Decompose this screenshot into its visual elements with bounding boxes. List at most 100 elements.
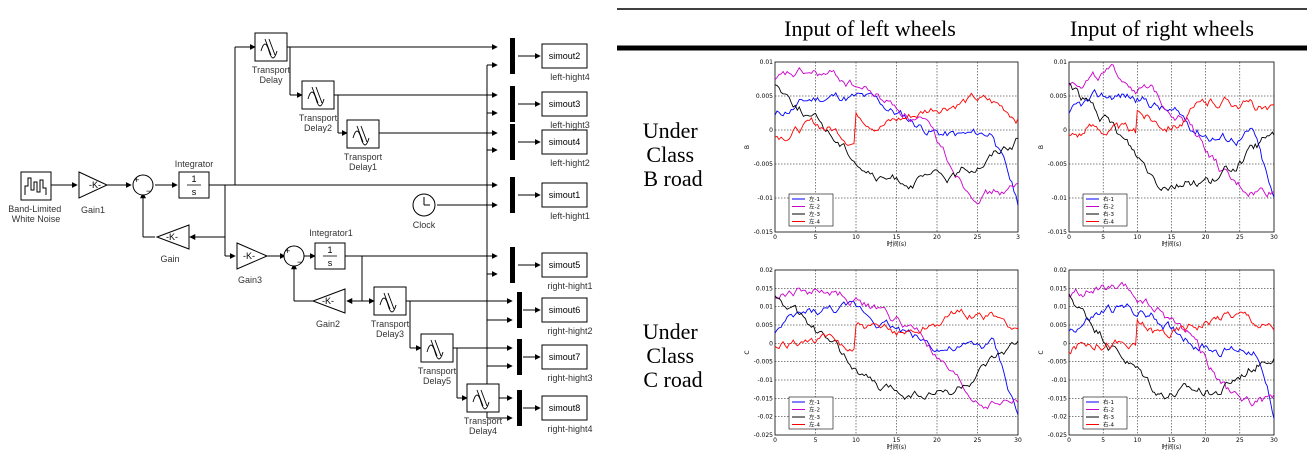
x-tick-label: 20 (933, 437, 941, 444)
gain-block[interactable]: -K- (155, 224, 190, 250)
mux-block-5[interactable] (510, 247, 515, 283)
transport-delay-label: Transport (252, 65, 291, 75)
mux-block-8[interactable] (517, 390, 522, 426)
legend-entry: 右-1 (1103, 195, 1114, 203)
simout-name: simout2 (549, 51, 581, 61)
clock-block[interactable] (412, 193, 436, 217)
gain1-label: Gain1 (81, 205, 105, 215)
simout-block-8[interactable]: simout8 (541, 395, 588, 421)
x-tick-label: 25 (974, 437, 982, 444)
mux-block-1[interactable] (510, 38, 515, 74)
x-tick-label: 25 (1236, 234, 1244, 241)
sum-block-2[interactable]: + − (283, 245, 305, 267)
legend-entry: 右-2 (1103, 406, 1114, 414)
x-tick-label: 10 (1134, 234, 1142, 241)
clock-label: Clock (413, 220, 436, 230)
x-tick-label: 30 (1270, 234, 1278, 241)
x-tick-label: 30 (1014, 437, 1022, 444)
legend-entry: 左-4 (809, 421, 820, 429)
integrator1-block[interactable]: 1 s (314, 242, 346, 270)
x-tick-label: 20 (933, 234, 941, 241)
transport-delay-label: Delay1 (349, 162, 377, 172)
x-tick-label: 30 (1270, 437, 1278, 444)
integrator-label: Integrator (175, 159, 214, 169)
output-label: right-hight1 (547, 281, 592, 291)
series-line-1 (1068, 88, 1275, 198)
delay-glyph-icon (260, 38, 278, 59)
legend-entry: 右-3 (1103, 413, 1114, 421)
x-axis-label: 时间(s) (887, 443, 907, 451)
integrator-block[interactable]: 1 s (178, 171, 210, 199)
svg-text:−: − (297, 257, 302, 267)
y-tick-label: 0.01 (1054, 59, 1068, 66)
gain1-block[interactable]: -K- (78, 171, 109, 199)
y-tick-label: 0.015 (756, 285, 773, 292)
y-tick-label: 0.01 (760, 59, 774, 66)
integrator1-label: Integrator1 (309, 228, 353, 238)
svg-text:-K-: -K- (322, 296, 334, 306)
gain-label: Gain (160, 254, 179, 264)
simout-block-3[interactable]: simout4 (541, 129, 588, 155)
noise-label: Band-Limited White Noise (8, 204, 64, 224)
y-tick-label: 0 (1063, 127, 1067, 134)
output-label: right-hight2 (547, 326, 592, 336)
x-tick-label: 20 (1202, 234, 1210, 241)
simout-block-6[interactable]: simout6 (541, 297, 588, 323)
chart-legend: 右-1右-2右-3右-4 (1082, 396, 1128, 430)
simout-block-1[interactable]: simout2 (541, 43, 588, 69)
band-limited-white-noise-block[interactable] (20, 171, 52, 201)
gain3-block[interactable]: -K- (236, 242, 269, 270)
svg-text:s: s (192, 187, 197, 197)
chart-C-right: 0.02 0.015 0.01 0.005 0 -0.005 -0.01 -0.015 -0.0… (1038, 267, 1278, 451)
simout-block-2[interactable]: simout3 (541, 91, 588, 117)
y-tick-label: -0.015 (1048, 395, 1068, 402)
sum-block-1[interactable]: + − (132, 174, 154, 196)
svg-text:1: 1 (327, 245, 332, 255)
y-tick-label: 0.02 (1054, 267, 1068, 274)
legend-entry: 右-2 (1103, 203, 1114, 211)
mux-block-6[interactable] (517, 292, 522, 328)
chart-legend: 右-1右-2右-3右-4 (1082, 193, 1128, 227)
y-tick-label: -0.005 (754, 359, 774, 366)
transport-delay-label: Transport (371, 319, 410, 329)
simout-block-5[interactable]: simout5 (541, 252, 588, 278)
x-tick-label: 0 (773, 437, 777, 444)
svg-text:-K-: -K- (166, 232, 178, 242)
svg-text:−: − (146, 186, 151, 196)
mux-block-7[interactable] (517, 339, 522, 375)
series-line-3 (774, 84, 1018, 190)
legend-entry: 左-3 (809, 210, 820, 218)
transport-delay-label: Transport (464, 416, 503, 426)
x-tick-label: 10 (852, 234, 860, 241)
x-tick-label: 25 (974, 234, 982, 241)
y-tick-label: -0.01 (757, 195, 773, 202)
y-axis-label: C (1038, 350, 1045, 354)
mux-block-2[interactable] (510, 86, 515, 122)
mux-block-3[interactable] (510, 124, 515, 160)
gain2-block[interactable]: -K- (311, 288, 346, 314)
y-axis-label: C (744, 350, 751, 354)
output-label: left-hight2 (550, 158, 590, 168)
chart-legend: 左-1左-2左-3左-4 (788, 193, 834, 227)
y-tick-label: 0 (769, 340, 773, 347)
x-tick-label: 25 (1236, 437, 1244, 444)
simout-block-4[interactable]: simout1 (541, 182, 588, 208)
svg-text:-K-: -K- (243, 251, 255, 261)
mux-block-4[interactable] (510, 177, 515, 213)
y-axis-label: B (744, 145, 751, 149)
series-line-3 (1068, 293, 1275, 400)
y-tick-label: -0.015 (754, 229, 774, 236)
legend-entry: 左-2 (809, 406, 820, 414)
delay-glyph-icon (472, 389, 490, 410)
simout-block-7[interactable]: simout7 (541, 344, 588, 370)
y-tick-label: -0.005 (1048, 161, 1068, 168)
